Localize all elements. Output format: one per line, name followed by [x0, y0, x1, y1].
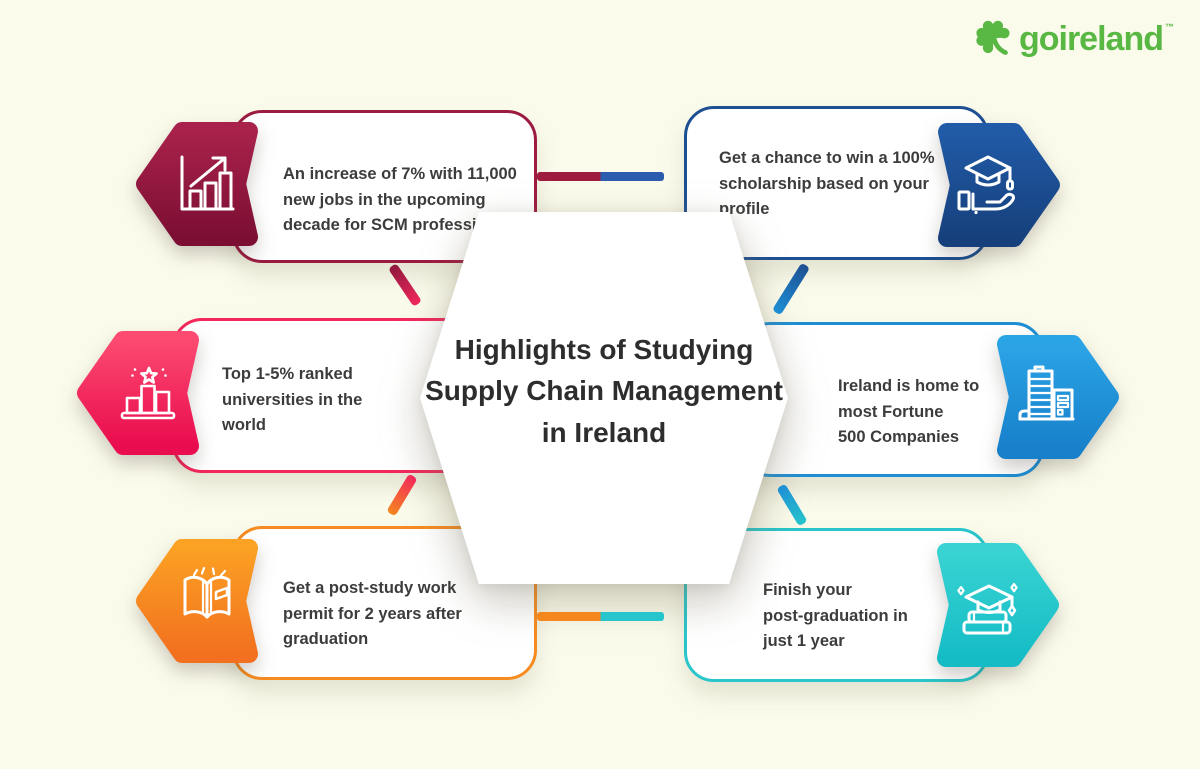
infographic-title: Highlights of Studying Supply Chain Mana… [425, 334, 783, 448]
card-text-scholarship: Get a chance to win a 100% scholarship b… [719, 149, 935, 219]
shamrock-icon [976, 20, 1010, 55]
card-fortune-500 [740, 322, 1044, 477]
grad-cap-books-icon [937, 543, 1059, 667]
brand-name: goireland [1018, 20, 1164, 58]
trademark-symbol: ™ [1165, 22, 1174, 32]
connector-left-upper-diagonal [387, 263, 423, 307]
bar-chart-growth-icon [136, 122, 258, 246]
connector-left-lower-diagonal [386, 473, 418, 517]
card-text-one-year-masters: Finish your post-graduation in just 1 ye… [763, 581, 908, 651]
office-building-icon [997, 335, 1119, 459]
card-text-fortune-500: Ireland is home to most Fortune 500 Comp… [838, 377, 980, 447]
connector-bottom-bar [537, 612, 664, 621]
podium-star-icon [77, 331, 199, 455]
goireland-logo: goireland ™ [971, 16, 1174, 62]
card-text-post-study-work: Get a post-study work permit for 2 years… [283, 579, 462, 649]
scholarship-hand-cap-icon [938, 123, 1060, 247]
title-hexagon: Highlights of Studying Supply Chain Mana… [420, 212, 788, 584]
connector-top-bar [537, 172, 664, 181]
hexagon-shape: Highlights of Studying Supply Chain Mana… [420, 212, 788, 584]
open-book-icon [136, 539, 258, 663]
card-text-ranked-universities: Top 1-5% ranked universities in the worl… [222, 365, 363, 435]
